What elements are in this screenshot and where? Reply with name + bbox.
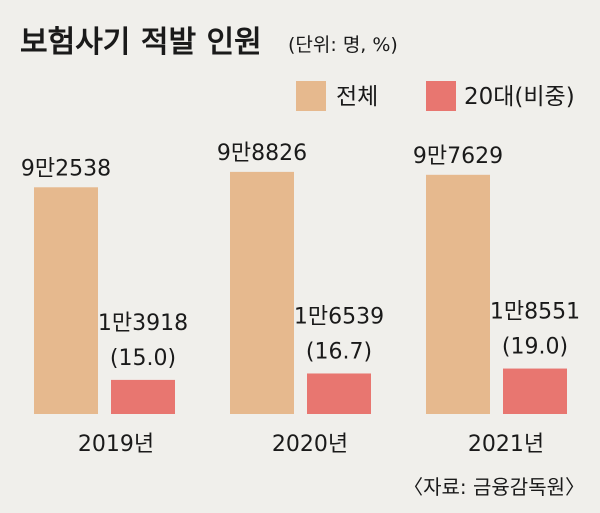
- bar-total-2: [230, 171, 294, 414]
- bars-group: 9만2538 1만3918 (15.0) 2019년 9만8826 1만6539 (16.7…: [21, 141, 580, 457]
- bar-20s-2: [307, 373, 371, 414]
- data-label-20s-3: 1만8551: [490, 300, 580, 325]
- bar-20s-3: [503, 368, 567, 414]
- x-tick-label-3: 2021년: [468, 432, 544, 457]
- legend-label-20s: 20대(비중): [464, 84, 575, 110]
- share-label-20s-3: (19.0): [502, 335, 568, 360]
- data-label-total-3: 9만7629: [413, 144, 503, 169]
- bar-total-1: [34, 187, 98, 414]
- data-label-total-2: 9만8826: [217, 141, 307, 166]
- chart-title: 보험사기 적발 인원: [20, 25, 262, 60]
- chart-unit: (단위: 명, %): [288, 34, 398, 56]
- data-label-20s-1: 1만3918: [98, 311, 188, 336]
- legend-label-total: 전체: [336, 84, 378, 110]
- legend-swatch-total: [296, 81, 326, 111]
- bar-20s-1: [111, 379, 175, 414]
- share-label-20s-1: (15.0): [110, 346, 176, 371]
- data-label-20s-2: 1만6539: [294, 304, 384, 329]
- chart-source: 〈자료: 금융감독원〉: [403, 475, 585, 499]
- legend-swatch-20s: [426, 81, 456, 111]
- x-tick-label-2: 2020년: [272, 432, 348, 457]
- share-label-20s-2: (16.7): [306, 339, 372, 364]
- x-tick-label-1: 2019년: [78, 432, 154, 457]
- data-label-total-1: 9만2538: [21, 156, 111, 181]
- bar-total-3: [426, 174, 490, 414]
